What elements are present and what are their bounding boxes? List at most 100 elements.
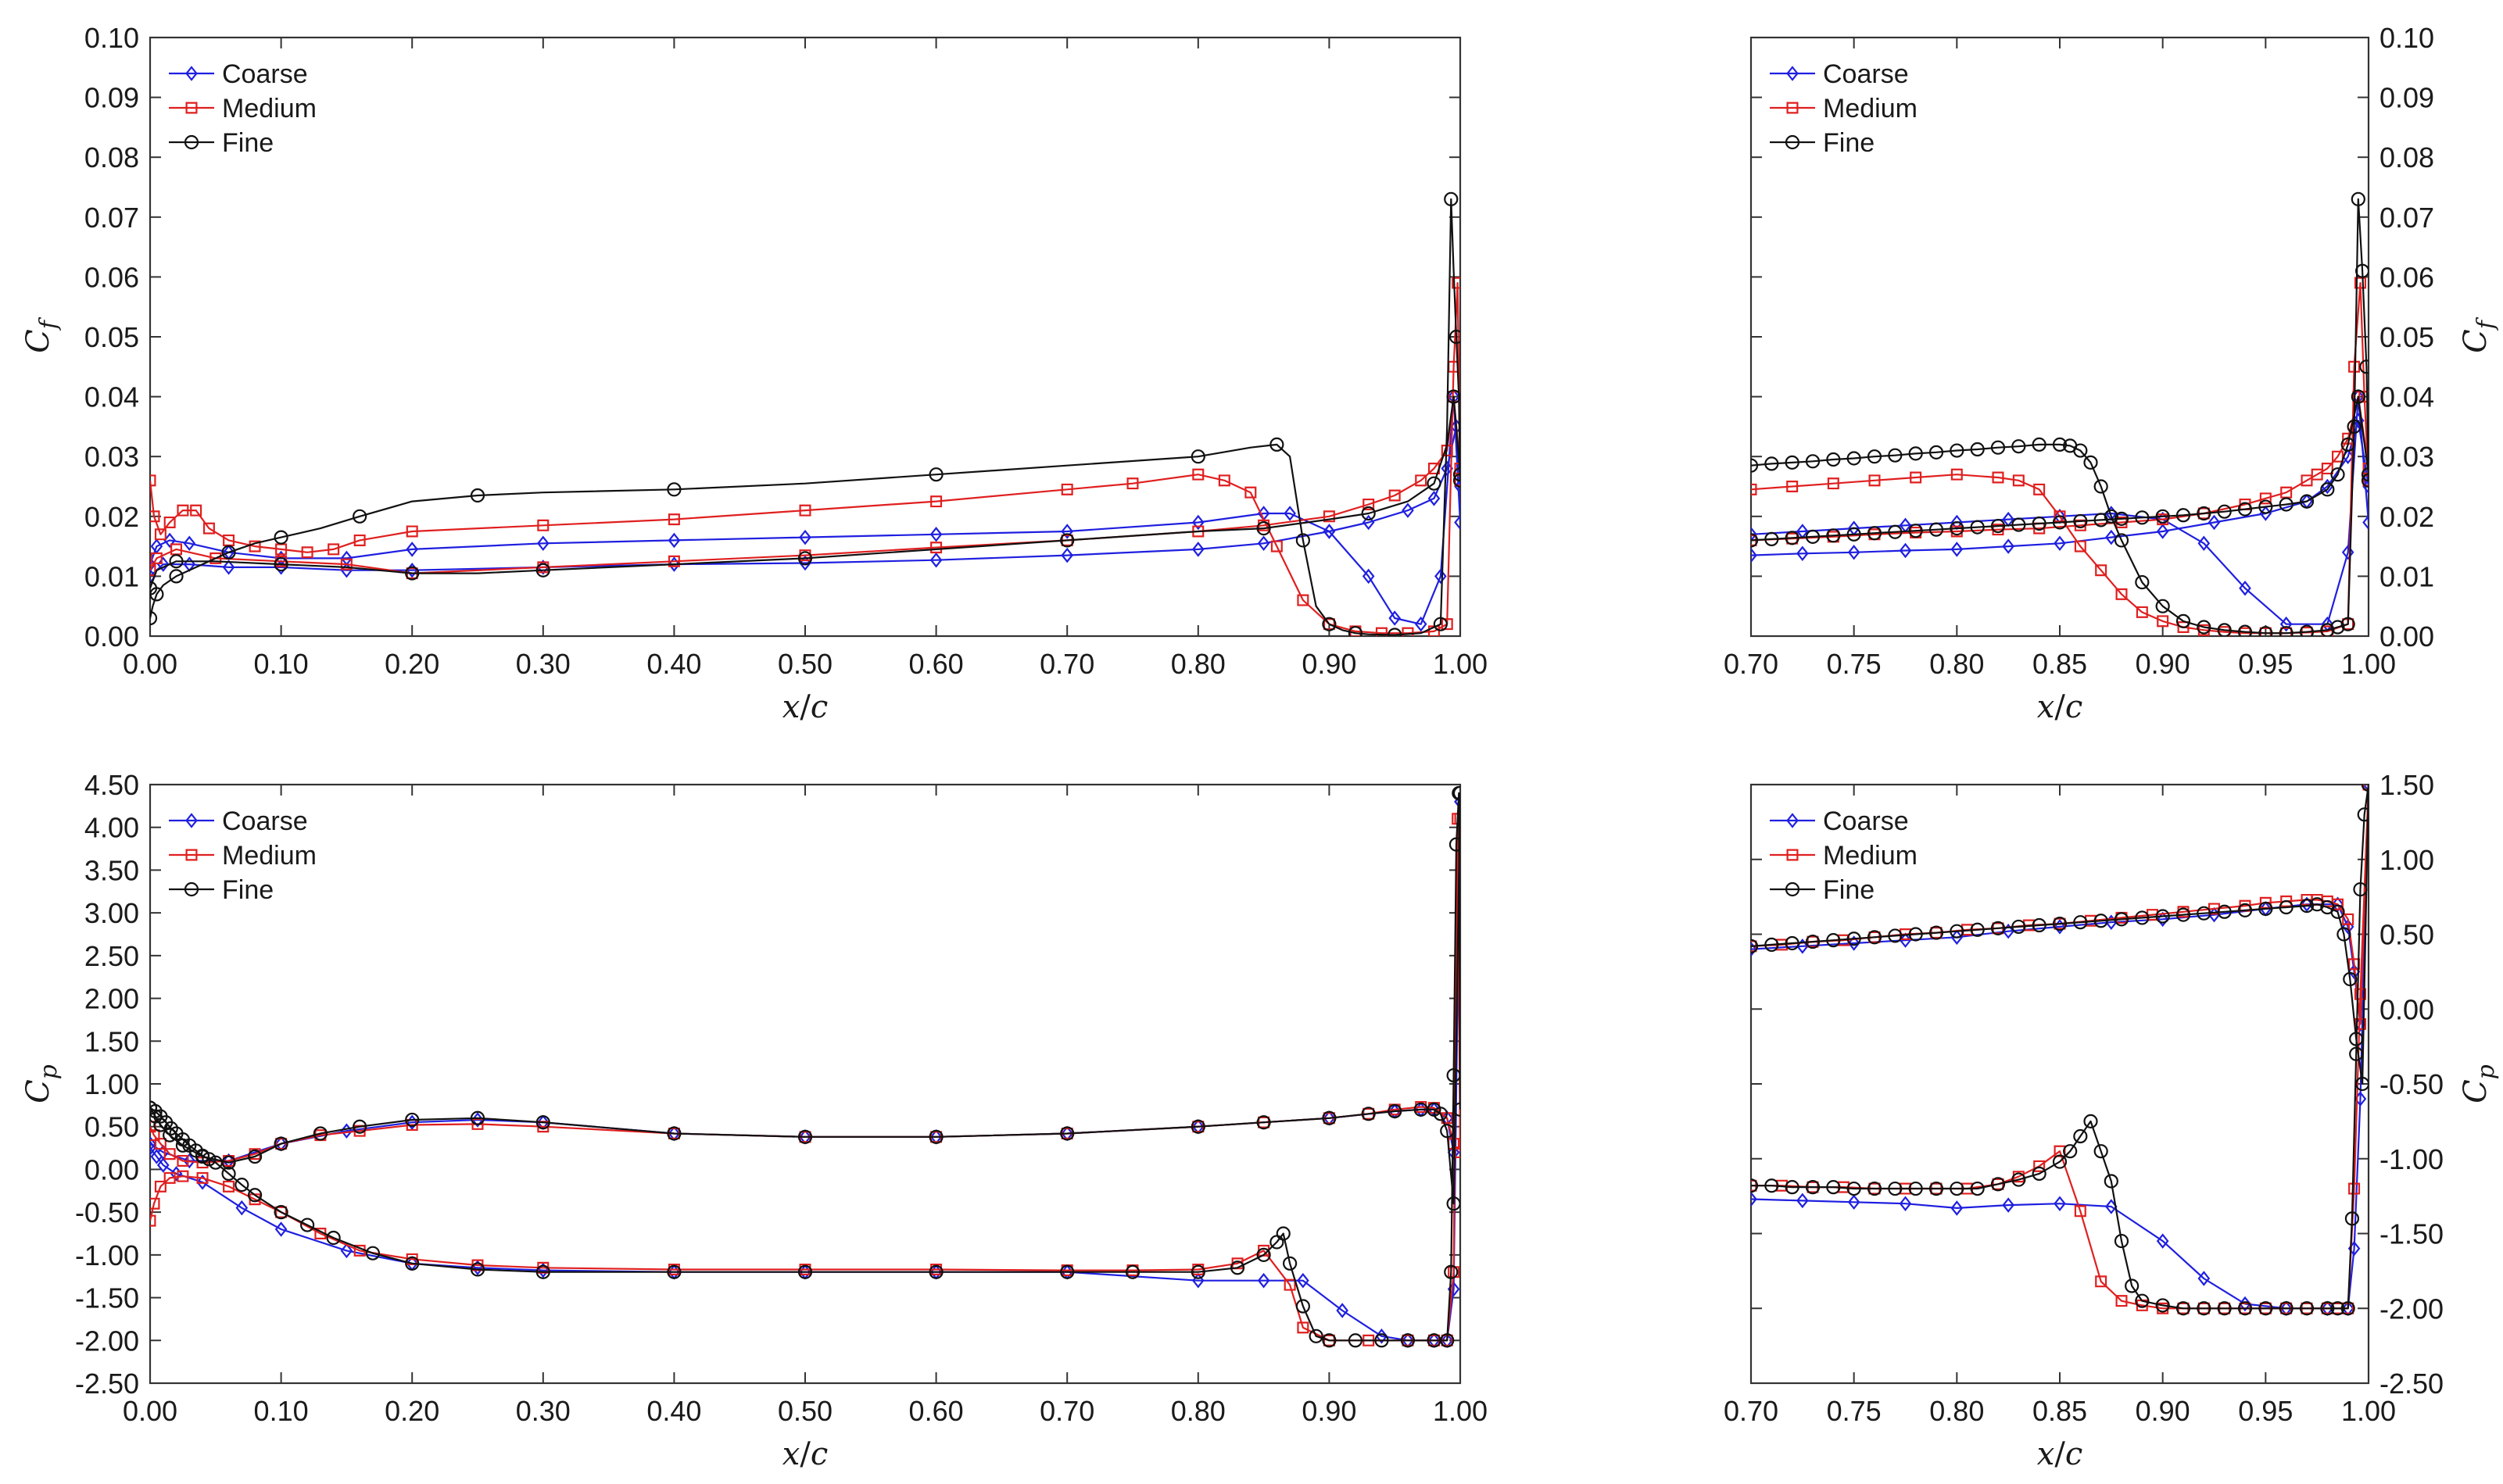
data-point-medium (1192, 525, 1205, 538)
data-point-fine (2155, 909, 2170, 924)
data-point-fine (1970, 442, 1985, 457)
data-point-medium (353, 534, 366, 546)
data-point-fine (2093, 1144, 2108, 1159)
data-point-fine (2052, 437, 2068, 452)
data-point-coarse (1434, 568, 1447, 585)
y-tick-label: 0.10 (2379, 22, 2434, 54)
y-tick-label: 0.04 (2379, 381, 2434, 413)
legend-label-medium: Medium (1823, 94, 1918, 123)
data-point-fine (2083, 455, 2098, 470)
series-line-medium (150, 818, 1460, 1164)
data-point-medium (930, 495, 943, 508)
data-point-fine (163, 1128, 177, 1143)
data-point-medium (2342, 913, 2354, 925)
data-point-coarse (536, 535, 550, 552)
y-tick-label: 0.10 (84, 22, 139, 54)
data-point-fine (2032, 437, 2046, 452)
data-point-fine (929, 1264, 944, 1279)
x-axis-label: x/c (782, 1436, 828, 1472)
data-point-fine (2175, 1301, 2191, 1316)
data-point-fine (2197, 1301, 2211, 1316)
data-point-fine (1348, 1333, 1363, 1348)
data-point-medium (2301, 474, 2313, 487)
legend-marker-fine (184, 134, 199, 150)
y-tick-label: -2.50 (2379, 1368, 2444, 1400)
data-point-fine (1990, 440, 2006, 455)
data-point-medium (1415, 474, 1427, 487)
data-point-fine (1826, 933, 1841, 948)
data-point-coarse (2239, 580, 2251, 596)
data-point-fine (1440, 1124, 1455, 1139)
data-point-fine (1452, 1102, 1460, 1117)
data-point-fine (2279, 497, 2294, 512)
data-point-medium (2348, 1182, 2361, 1195)
y-tick-label: 1.50 (84, 1025, 139, 1057)
y-tick-label: 0.05 (84, 321, 139, 353)
data-point-fine (1309, 1328, 1323, 1343)
x-tick-label: 0.20 (385, 1395, 439, 1427)
data-point-fine (929, 467, 944, 482)
data-point-coarse (2156, 1233, 2169, 1249)
data-point-medium (799, 549, 811, 562)
data-point-medium (2280, 627, 2293, 636)
data-point-fine (2355, 263, 2369, 278)
data-point-fine (2073, 915, 2088, 930)
data-point-fine (2197, 506, 2211, 521)
data-point-fine (1950, 521, 1964, 536)
data-point-fine (2340, 1301, 2355, 1316)
data-point-fine (1322, 1333, 1337, 1348)
y-tick-label: 0.07 (2379, 202, 2434, 234)
data-point-coarse (1899, 542, 1912, 559)
data-point-fine (2320, 482, 2335, 497)
data-point-fine (1764, 1178, 1779, 1193)
y-tick-label: 0.00 (2379, 620, 2434, 653)
data-point-medium (249, 540, 261, 552)
data-point-coarse (2362, 478, 2369, 495)
series-layer (150, 191, 1460, 636)
data-point-fine (1427, 476, 1441, 491)
series-layer (1751, 191, 2369, 636)
data-point-medium (1297, 594, 1309, 606)
data-point-fine (221, 1155, 236, 1170)
y-tick-label: 0.00 (84, 620, 139, 653)
data-point-fine (1446, 1067, 1460, 1083)
data-point-medium (1868, 474, 1881, 487)
data-point-fine (1950, 1181, 1964, 1196)
data-point-fine (1348, 626, 1363, 636)
data-point-fine (2114, 511, 2129, 526)
x-tick-label: 0.95 (2238, 648, 2293, 680)
data-point-fine (2104, 1174, 2118, 1189)
legend-marker-medium (1786, 102, 1799, 114)
y-tick-label: 0.03 (2379, 441, 2434, 473)
data-point-fine (150, 581, 158, 595)
data-point-fine (470, 1262, 485, 1277)
data-point-fine (2135, 510, 2150, 525)
series-layer (1751, 785, 2369, 1317)
data-point-medium (1992, 524, 2004, 536)
data-point-medium (1441, 618, 1453, 631)
data-point-fine (2032, 516, 2046, 531)
series-line-coarse (150, 801, 1460, 1162)
data-point-coarse (1454, 478, 1460, 495)
x-tick-label: 1.00 (2341, 1395, 2396, 1427)
data-point-coarse (156, 556, 170, 572)
data-point-fine (1448, 329, 1460, 345)
y-tick-label: -0.50 (75, 1196, 139, 1228)
data-point-fine (274, 530, 288, 545)
data-point-fine (2011, 517, 2026, 532)
data-point-coarse (150, 568, 156, 585)
data-point-medium (2115, 1295, 2128, 1307)
x-tick-label: 0.60 (909, 1395, 964, 1427)
data-point-fine (2052, 515, 2068, 530)
data-point-fine (2320, 623, 2335, 636)
x-tick-label: 0.40 (646, 1395, 701, 1427)
y-tick-label: 0.06 (2379, 261, 2434, 293)
data-point-coarse (1796, 545, 1809, 562)
data-point-coarse (1362, 568, 1375, 585)
data-point-medium (150, 1214, 156, 1227)
data-point-fine (1388, 1103, 1402, 1119)
data-point-fine (247, 1149, 263, 1164)
data-point-coarse (2341, 544, 2354, 560)
series-line-fine (150, 792, 1460, 1205)
data-point-fine (2258, 499, 2273, 514)
